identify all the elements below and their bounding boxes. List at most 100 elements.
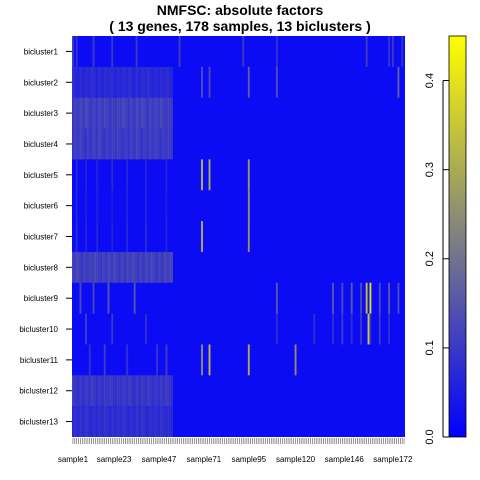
heatmap-cell (388, 282, 391, 314)
heatmap-cell (159, 128, 162, 160)
heatmap-cell (146, 128, 149, 160)
heatmap-cell (365, 282, 368, 314)
heatmap-cell (107, 406, 110, 437)
heatmap-cell (103, 406, 106, 437)
heatmap-cell (109, 97, 112, 129)
heatmap-cell (391, 36, 394, 67)
heatmap-cell (94, 251, 97, 283)
heatmap-cell (143, 406, 145, 437)
heatmap-cell (115, 128, 117, 160)
heatmap-cell (79, 251, 82, 283)
heatmap-cell (88, 344, 91, 376)
heatmap-cell (73, 251, 76, 283)
heatmap-cell (122, 375, 125, 407)
heatmap-cell (96, 66, 99, 98)
heatmap-cell (75, 97, 78, 129)
heatmap-cell (126, 66, 129, 98)
heatmap-cell (101, 66, 104, 98)
colorbar-tick-label: 0.4 (424, 73, 436, 88)
heatmap-cell (83, 97, 86, 129)
heatmap-cell (148, 251, 151, 283)
heatmap-cell (111, 66, 114, 98)
heatmap-cell (103, 66, 106, 98)
heatmap-cell (141, 97, 144, 129)
heatmap-cell (103, 344, 106, 376)
heatmap-cell (365, 36, 368, 67)
heatmap-cell (120, 66, 123, 98)
heatmap-cell (79, 282, 82, 314)
heatmap-cell (92, 128, 95, 160)
heatmap-cell (135, 128, 138, 160)
heatmap-cell (118, 406, 121, 437)
row-label: bicluster9 (24, 294, 59, 303)
heatmap-cell (75, 66, 78, 98)
heatmap-cell (94, 128, 97, 160)
heatmap-cell (105, 251, 108, 283)
heatmap-cell (159, 406, 162, 437)
heatmap-cell (81, 66, 84, 98)
heatmap-cell (201, 159, 203, 191)
heatmap-cell (247, 344, 250, 376)
heatmap-cell (86, 128, 89, 160)
heatmap-cell (96, 159, 99, 191)
heatmap-cell (115, 66, 117, 98)
heatmap-cell (294, 344, 297, 376)
heatmap-cell (77, 251, 80, 283)
heatmap-cell (156, 344, 159, 376)
colorbar-tick-label: 0.3 (424, 162, 436, 177)
heatmap-cell (72, 128, 74, 160)
heatmap-cell (167, 97, 170, 129)
heatmap-cell (85, 97, 87, 129)
heatmap-cell (118, 375, 121, 407)
heatmap-cell (163, 66, 166, 98)
heatmap-cell (350, 282, 353, 314)
heatmap-cell (107, 251, 110, 283)
heatmap-cell (158, 251, 160, 283)
heatmap-cell (88, 97, 91, 129)
heatmap-cell (369, 313, 372, 345)
heatmap-cell (98, 251, 101, 283)
heatmap-cell (116, 375, 119, 407)
heatmap-cell (111, 190, 114, 222)
heatmap-cell (128, 375, 130, 407)
heatmap-cell (105, 128, 108, 160)
heatmap-cell (208, 66, 211, 98)
heatmap-cell (96, 406, 99, 437)
heatmap-cell (397, 66, 400, 98)
heatmap-cell (96, 190, 99, 222)
x-tick-label: sample71 (187, 455, 222, 464)
heatmap-cell (131, 66, 134, 98)
heatmap-cell (159, 66, 162, 98)
heatmap-cell (77, 97, 80, 129)
heatmap-cell (116, 97, 119, 129)
heatmap-cell (107, 375, 110, 407)
heatmap-cell (144, 190, 147, 222)
heatmap-cell (137, 375, 140, 407)
heatmap-cell (133, 406, 136, 437)
heatmap-cell (94, 375, 97, 407)
heatmap-cell (178, 36, 181, 67)
heatmap-cell (129, 406, 132, 437)
heatmap-cell (150, 97, 153, 129)
heatmap-cell (72, 251, 74, 283)
heatmap-cell (141, 251, 144, 283)
heatmap-cell (131, 128, 134, 160)
heatmap-cell (75, 221, 78, 252)
heatmap-cell (141, 375, 144, 407)
heatmap-cell (85, 406, 87, 437)
heatmap-cell (92, 36, 95, 67)
heatmap-cell (113, 128, 116, 160)
heatmap-cell (146, 375, 149, 407)
heatmap-cell (88, 251, 91, 283)
heatmap-cell (139, 375, 142, 407)
x-tick-label: sample1 (58, 455, 89, 464)
heatmap-cell (144, 221, 147, 252)
heatmap-cell (75, 128, 78, 160)
colorbar-tick-label: 0.0 (424, 429, 436, 444)
heatmap-cell (150, 375, 153, 407)
heatmap-cell (124, 406, 127, 437)
heatmap-cell (148, 66, 151, 98)
heatmap-cell (154, 128, 157, 160)
heatmap-cell (144, 97, 147, 129)
heatmap-cell (101, 375, 104, 407)
